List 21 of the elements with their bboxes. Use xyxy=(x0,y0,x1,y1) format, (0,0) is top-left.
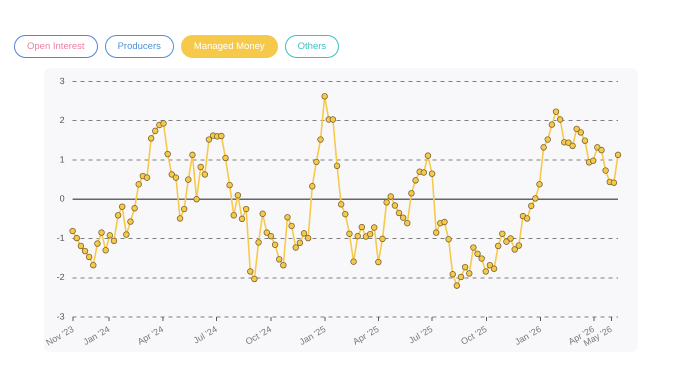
x-tick-label: Jan '25 xyxy=(298,324,328,347)
y-tick-label: 2 xyxy=(60,115,65,126)
text: Others xyxy=(284,35,340,58)
y-tick-label: -3 xyxy=(56,312,65,322)
y-tick-label: 3 xyxy=(60,76,65,86)
y-tick-label: 1 xyxy=(60,154,65,164)
text: Managed Money xyxy=(180,35,278,58)
y-tick-label: -2 xyxy=(56,272,65,282)
y-tick-label: -1 xyxy=(56,232,65,243)
x-tick-label: Jul '24 xyxy=(192,324,219,346)
x-tick-label: Apr '25 xyxy=(351,324,381,347)
x-tick-label: Nov '23 xyxy=(44,324,76,348)
x-tick-label: Jul '25 xyxy=(407,324,434,346)
x-tick-label: Oct '25 xyxy=(459,324,489,347)
text: Open Interest xyxy=(14,35,98,58)
x-tick-label: Jan '24 xyxy=(82,324,112,347)
x-tick-label: Apr '24 xyxy=(136,324,166,347)
y-tick-label: 0 xyxy=(60,194,65,204)
x-tick-label: Jan '26 xyxy=(513,324,543,347)
x-tick-label: Oct '24 xyxy=(244,324,274,347)
text: Producers xyxy=(104,35,174,58)
